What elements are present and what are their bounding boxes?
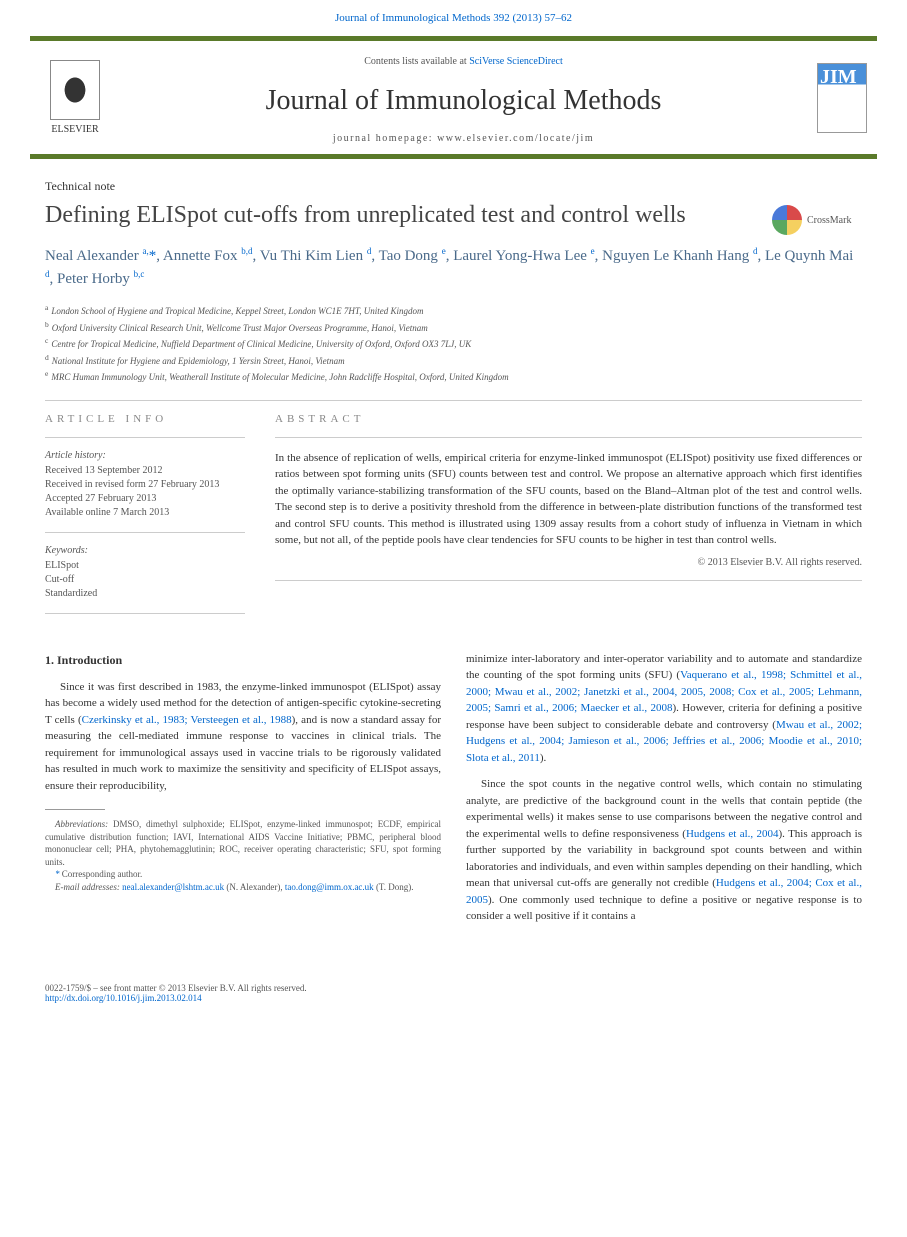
- divider: [45, 437, 245, 438]
- text: (T. Dong).: [374, 882, 414, 892]
- footer: 0022-1759/$ – see front matter © 2013 El…: [45, 975, 862, 1003]
- journal-cover[interactable]: JIM: [807, 41, 877, 154]
- elsevier-tree-icon: [50, 60, 100, 120]
- divider: [45, 613, 245, 614]
- footnote-corresponding: * Corresponding author.: [45, 868, 441, 881]
- history-text: Received 13 September 2012Received in re…: [45, 464, 245, 520]
- footnote-abbreviations: Abbreviations: DMSO, dimethyl sulphoxide…: [45, 818, 441, 868]
- footnote-label: E-mail addresses:: [55, 882, 120, 892]
- journal-name: Journal of Immunological Methods: [120, 85, 807, 117]
- email-link[interactable]: neal.alexander@lshtm.ac.uk: [122, 882, 224, 892]
- abstract-copyright: © 2013 Elsevier B.V. All rights reserved…: [275, 557, 862, 568]
- running-header: Journal of Immunological Methods 392 (20…: [0, 0, 907, 36]
- front-matter: 0022-1759/$ – see front matter © 2013 El…: [45, 983, 862, 993]
- author-list: Neal Alexander a,*, Annette Fox b,d, Vu …: [45, 245, 862, 290]
- history-label: Article history:: [45, 450, 245, 461]
- text: ). One commonly used technique to define…: [466, 894, 862, 923]
- keywords-text: ELISpotCut-offStandardized: [45, 559, 245, 601]
- footnote-label: Abbreviations:: [55, 819, 108, 829]
- text: (N. Alexander),: [224, 882, 285, 892]
- footnote-text: Corresponding author.: [60, 869, 143, 879]
- email-link[interactable]: tao.dong@imm.ox.ac.uk: [285, 882, 374, 892]
- sciencedirect-link[interactable]: SciVerse ScienceDirect: [469, 56, 563, 67]
- publisher-name: ELSEVIER: [51, 124, 98, 135]
- contents-prefix: Contents lists available at: [364, 56, 469, 67]
- intro-para1-left: Since it was first described in 1983, th…: [45, 679, 441, 795]
- footnote-separator: [45, 809, 105, 810]
- divider: [45, 400, 862, 401]
- publisher-logo[interactable]: ELSEVIER: [30, 41, 120, 154]
- citation-link[interactable]: Czerkinsky et al., 1983; Versteegen et a…: [82, 714, 292, 726]
- column-right: minimize inter-laboratory and inter-oper…: [466, 651, 862, 935]
- article-info: ARTICLE INFO Article history: Received 1…: [45, 413, 245, 626]
- footnote-emails: E-mail addresses: neal.alexander@lshtm.a…: [45, 881, 441, 894]
- article-body: Technical note Defining ELISpot cut-offs…: [0, 159, 907, 955]
- cover-abbrev: JIM: [820, 66, 857, 88]
- crossmark-icon: [772, 205, 802, 235]
- article-info-heading: ARTICLE INFO: [45, 413, 245, 425]
- abstract-heading: ABSTRACT: [275, 413, 862, 425]
- abstract-text: In the absence of replication of wells, …: [275, 450, 862, 549]
- divider: [275, 580, 862, 581]
- running-header-link[interactable]: Journal of Immunological Methods 392 (20…: [335, 12, 572, 24]
- doi-link[interactable]: http://dx.doi.org/10.1016/j.jim.2013.02.…: [45, 993, 202, 1003]
- divider: [275, 437, 862, 438]
- article-type: Technical note: [45, 179, 862, 194]
- intro-para2: Since the spot counts in the negative co…: [466, 776, 862, 925]
- divider: [45, 532, 245, 533]
- intro-para1-right: minimize inter-laboratory and inter-oper…: [466, 651, 862, 767]
- crossmark-badge[interactable]: CrossMark: [772, 200, 862, 240]
- journal-cover-icon: JIM: [817, 63, 867, 133]
- article-title: Defining ELISpot cut-offs from unreplica…: [45, 200, 752, 230]
- masthead: ELSEVIER Contents lists available at Sci…: [30, 36, 877, 159]
- contents-line: Contents lists available at SciVerse Sci…: [120, 56, 807, 67]
- keywords-label: Keywords:: [45, 545, 245, 556]
- crossmark-label: CrossMark: [807, 215, 851, 226]
- column-left: 1. Introduction Since it was first descr…: [45, 651, 441, 935]
- journal-homepage: journal homepage: www.elsevier.com/locat…: [120, 133, 807, 144]
- masthead-center: Contents lists available at SciVerse Sci…: [120, 41, 807, 154]
- text: ).: [540, 752, 546, 764]
- body-columns: 1. Introduction Since it was first descr…: [45, 651, 862, 935]
- section-heading-intro: 1. Introduction: [45, 651, 441, 669]
- citation-link[interactable]: Hudgens et al., 2004: [686, 828, 779, 840]
- abstract: ABSTRACT In the absence of replication o…: [275, 413, 862, 626]
- affiliations: aLondon School of Hygiene and Tropical M…: [45, 302, 862, 385]
